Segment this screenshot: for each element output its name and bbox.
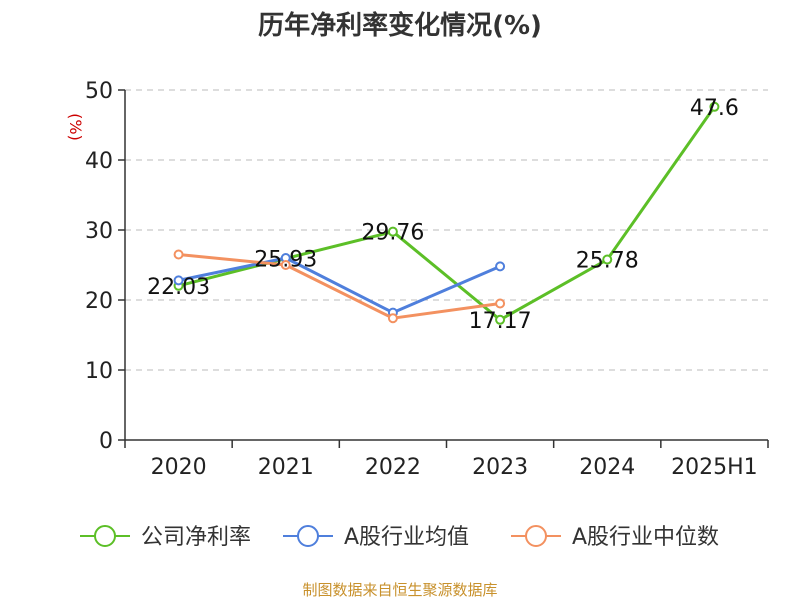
- data-point: [280, 260, 291, 270]
- y-tick-label: 50: [85, 79, 113, 104]
- x-tick-label: 2022: [365, 455, 421, 480]
- x-tick-label: 2020: [151, 455, 207, 480]
- series-line-2: [178, 253, 501, 320]
- legend-marker: [525, 525, 547, 547]
- data-point: [495, 261, 506, 272]
- legend-marker: [297, 525, 319, 547]
- y-tick-label: 30: [85, 219, 113, 244]
- y-tick-label: 40: [85, 149, 113, 174]
- y-axis-unit: (%): [66, 113, 85, 141]
- series-line-0: [178, 105, 716, 322]
- data-point: [495, 298, 506, 309]
- x-tick-label: 2024: [579, 455, 635, 480]
- y-tick-label: 20: [85, 289, 113, 314]
- data-point: [173, 249, 184, 260]
- series-group: [173, 101, 720, 325]
- x-tick-label: 2023: [472, 455, 528, 480]
- data-label: 25.93: [254, 247, 317, 272]
- data-point: [387, 313, 398, 324]
- data-point: [602, 254, 613, 265]
- legend-marker: [94, 525, 116, 547]
- data-label: 22.03: [147, 275, 210, 300]
- source-note: 制图数据来自恒生聚源数据库: [302, 581, 497, 599]
- data-label: 47.6: [690, 96, 739, 121]
- x-tick-label: 2021: [258, 455, 314, 480]
- data-point: [173, 275, 184, 286]
- axes: 0 10 20 30 40 50 2020 2021 2022 2023 2024 2025H1: [85, 79, 769, 480]
- data-point: [387, 226, 398, 237]
- y-tick-label: 10: [85, 359, 113, 384]
- data-labels: 22.03 25.93 29.76 17.17 25.78 47.6: [147, 96, 739, 334]
- data-label: 29.76: [361, 221, 424, 246]
- chart-title: 历年净利率变化情况(%): [258, 10, 542, 41]
- data-label: 17.17: [469, 309, 532, 334]
- series-line-1: [178, 256, 501, 315]
- data-point: [495, 314, 506, 325]
- data-label: 25.78: [576, 249, 639, 274]
- legend: 公司净利率 A股行业均值 A股行业中位数: [80, 525, 719, 550]
- legend-label: A股行业均值: [344, 525, 469, 550]
- data-point: [709, 101, 720, 112]
- legend-label: A股行业中位数: [572, 525, 719, 550]
- y-tick-label: 0: [99, 429, 113, 454]
- legend-label: 公司净利率: [141, 525, 251, 550]
- grid-lines: [125, 89, 768, 371]
- x-tick-label: 2025H1: [671, 455, 758, 480]
